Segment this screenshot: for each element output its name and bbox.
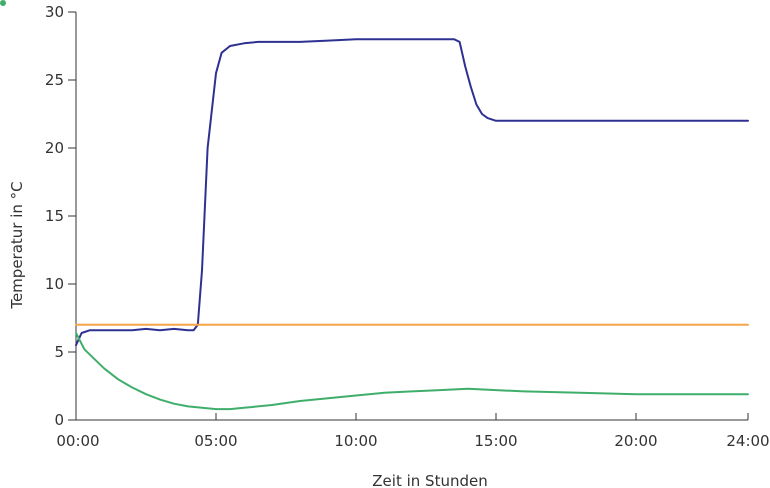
- y-tick-label: 15: [45, 207, 64, 225]
- series-line-3: [75, 332, 749, 411]
- x-tick-label: 10:00: [334, 432, 377, 450]
- x-tick-label: 24:00: [726, 432, 769, 450]
- y-ticks: 0 5 10 15 20 25 30: [45, 3, 76, 429]
- series-line-1: [75, 38, 749, 347]
- x-axis-title: Zeit in Stunden: [372, 472, 487, 488]
- y-tick-label: 30: [45, 3, 64, 21]
- y-tick-label: 5: [54, 343, 64, 361]
- x-tick-label: 15:00: [474, 432, 517, 450]
- series-group: [75, 38, 749, 411]
- y-tick-label: 20: [45, 139, 64, 157]
- x-tick-label: 00:00: [56, 432, 99, 450]
- y-tick-label: 10: [45, 275, 64, 293]
- x-tick-label: 05:00: [194, 432, 237, 450]
- axes: [75, 12, 748, 421]
- x-tick-label: 20:00: [614, 432, 657, 450]
- y-tick-label: 0: [54, 411, 64, 429]
- corner-marker: [0, 0, 6, 6]
- x-ticks: 00:00 05:00 10:00 15:00 20:00 24:00: [56, 413, 770, 450]
- y-axis-title: Temperatur in °C: [8, 181, 26, 309]
- y-tick-label: 25: [45, 71, 64, 89]
